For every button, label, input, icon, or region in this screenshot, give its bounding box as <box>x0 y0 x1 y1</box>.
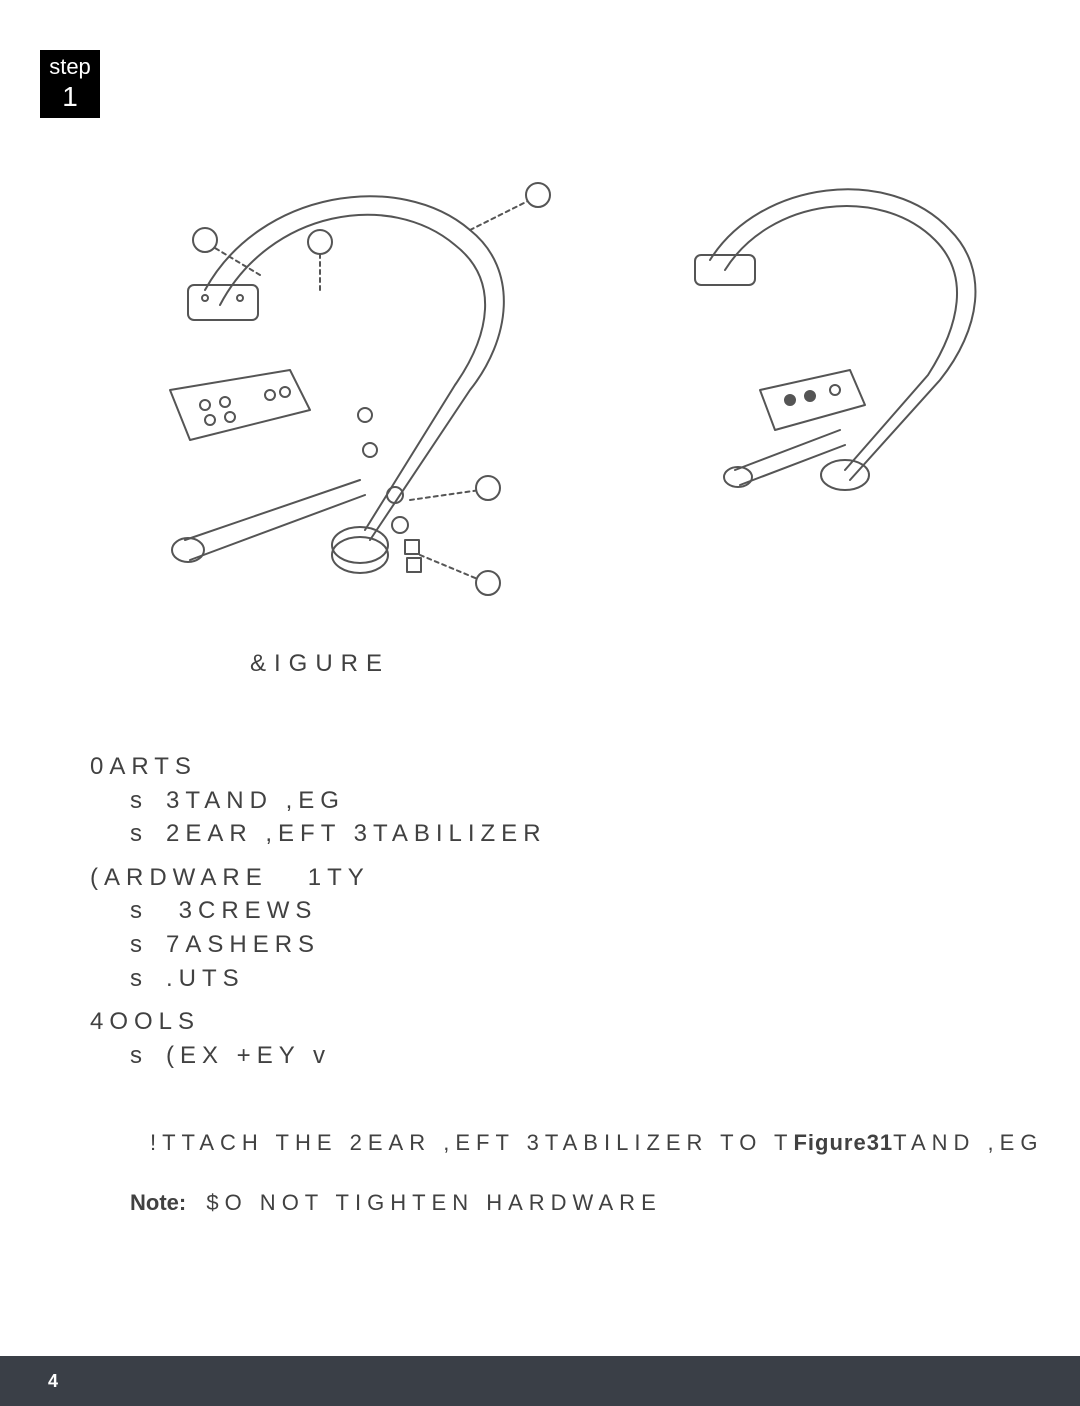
figure-1-assembled-diagram <box>640 170 1000 500</box>
figure-caption: &IGURE <box>250 650 390 678</box>
instruction-line: !TTACH THE 2EAR ,EFT 3TABILIZER TO TFigu… <box>150 1130 1070 1156</box>
note-text: $O NOT TIGHTEN HARDWARE <box>206 1190 661 1215</box>
figure-reference: Figure31 <box>793 1130 893 1155</box>
hardware-item: s7ASHERS <box>90 928 1010 962</box>
hardware-item: s.UTS <box>90 962 1010 996</box>
parts-heading: 0ARTS <box>90 750 1010 784</box>
parts-item: s2EAR ,EFT 3TABILIZER <box>90 817 1010 851</box>
tools-item: s(EX +EY v <box>90 1039 1010 1073</box>
note-line: Note: $O NOT TIGHTEN HARDWARE <box>130 1190 662 1216</box>
hardware-heading: (ARDWARE1TY <box>90 861 1010 895</box>
step-badge: step 1 <box>40 50 100 118</box>
content-block: 0ARTS s3TAND ,EG s2EAR ,EFT 3TABILIZER (… <box>90 740 1010 1072</box>
step-number: 1 <box>62 80 78 114</box>
footer-bar: 4 <box>0 1356 1080 1406</box>
figure-area <box>110 160 1010 640</box>
tools-heading: 4OOLS <box>90 1005 1010 1039</box>
note-label: Note: <box>130 1190 186 1215</box>
parts-item: s3TAND ,EG <box>90 784 1010 818</box>
page-number: 4 <box>48 1371 58 1392</box>
hardware-item: s 3CREWS <box>90 894 1010 928</box>
figure-1-diagram <box>110 160 570 610</box>
step-label: step <box>49 54 91 80</box>
